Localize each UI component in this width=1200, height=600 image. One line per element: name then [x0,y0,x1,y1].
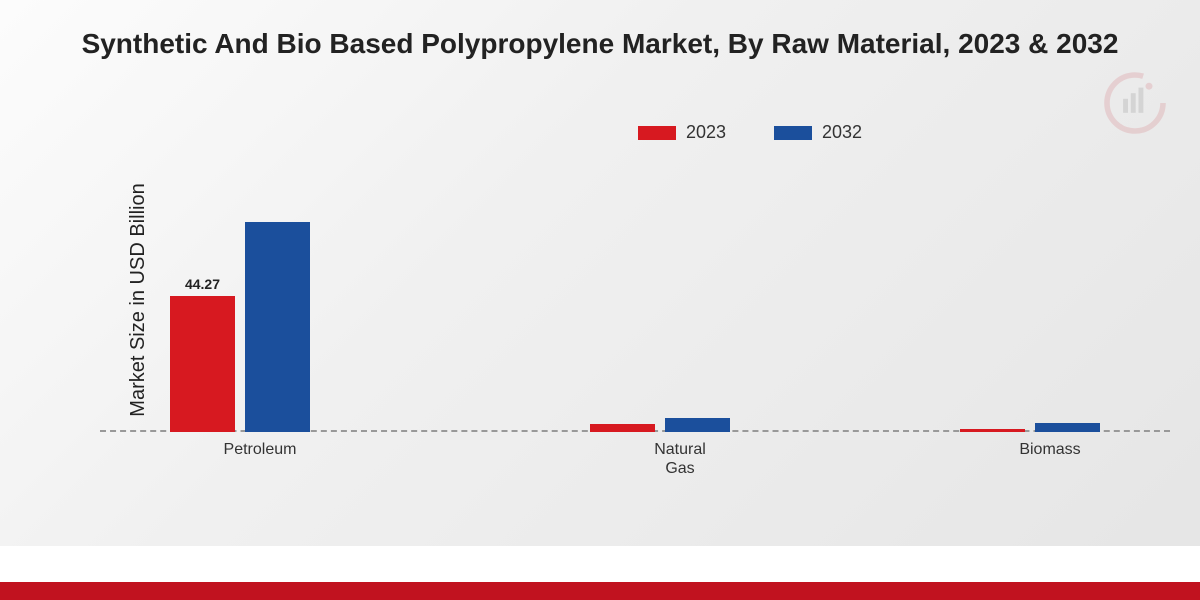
bar-natural-gas-2032 [665,418,730,432]
legend-item-2023: 2023 [638,122,726,143]
footer-spacer [0,546,1200,582]
footer-accent-bar [0,582,1200,600]
bar-petroleum-2032 [245,222,310,432]
category-label-natural-gas: NaturalGas [590,440,770,478]
legend-label-2032: 2032 [822,122,862,143]
bar-biomass-2032 [1035,423,1100,432]
legend-label-2023: 2023 [686,122,726,143]
legend: 2023 2032 [0,122,1200,143]
bar-biomass-2023 [960,429,1025,432]
legend-item-2032: 2032 [774,122,862,143]
legend-swatch-2032 [774,126,812,140]
chart-container: Synthetic And Bio Based Polypropylene Ma… [0,0,1200,600]
bar-natural-gas-2023 [590,424,655,432]
category-label-biomass: Biomass [960,440,1140,459]
chart-title: Synthetic And Bio Based Polypropylene Ma… [0,28,1200,60]
legend-swatch-2023 [638,126,676,140]
bar-petroleum-2023: 44.27 [170,296,235,432]
category-label-petroleum: Petroleum [170,440,350,459]
plot-area: 44.27 Petroleum NaturalGas Biomass [100,170,1170,480]
bar-label-petroleum-2023: 44.27 [170,276,235,292]
